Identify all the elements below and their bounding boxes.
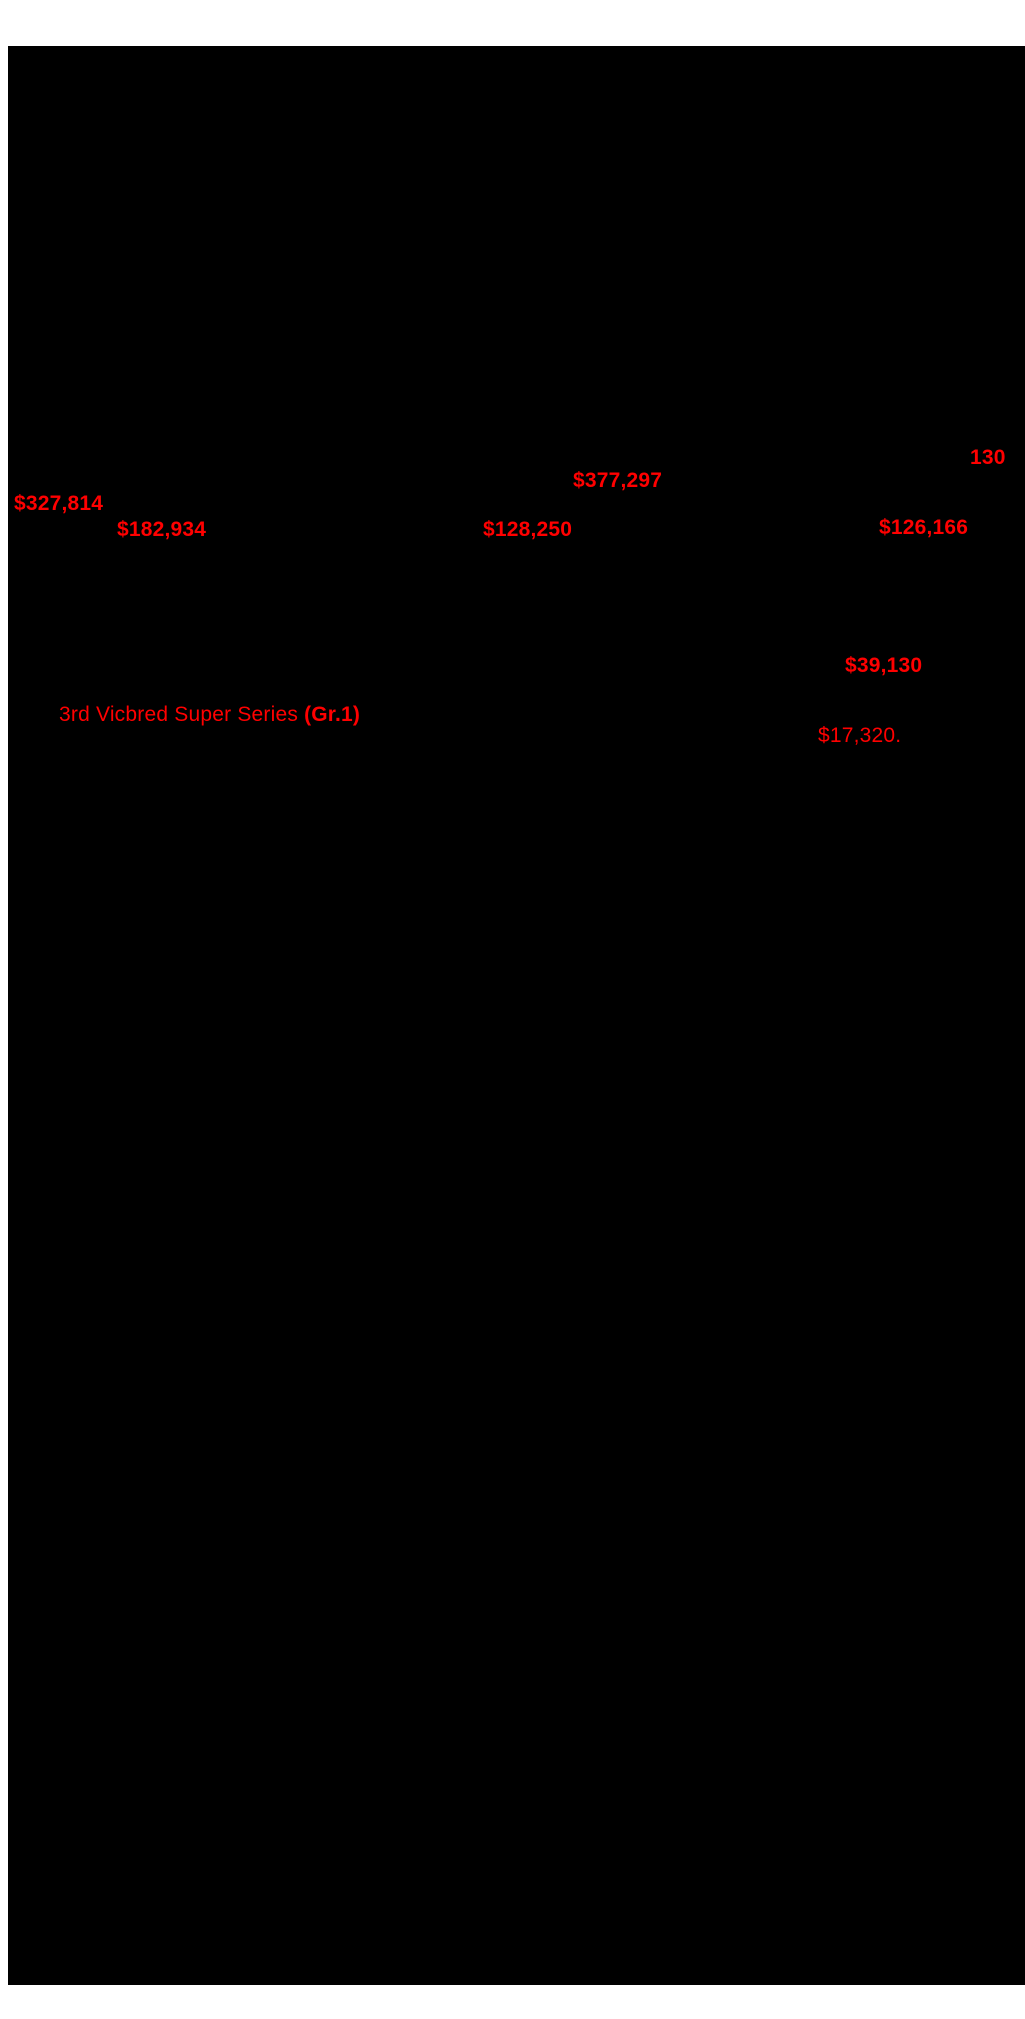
red-annotation-race-title: 3rd Vicbred Super Series (Gr.1) bbox=[59, 704, 360, 726]
race-grade-text: (Gr.1) bbox=[304, 703, 361, 726]
red-annotation-amount: $128,250 bbox=[483, 518, 573, 541]
red-annotation-amount: $377,297 bbox=[573, 469, 663, 492]
red-annotation-count: 130 bbox=[970, 446, 1006, 469]
red-annotation-amount: $182,934 bbox=[117, 518, 207, 541]
red-annotation-amount: $126,166 bbox=[879, 516, 969, 539]
red-annotation-amount: $327,814 bbox=[14, 492, 104, 515]
red-annotation-amount: $39,130 bbox=[845, 654, 923, 677]
blacked-out-scan-region bbox=[8, 46, 1025, 1985]
race-title-text: 3rd Vicbred Super Series bbox=[59, 703, 305, 726]
red-annotation-amount: $17,320. bbox=[818, 724, 902, 747]
